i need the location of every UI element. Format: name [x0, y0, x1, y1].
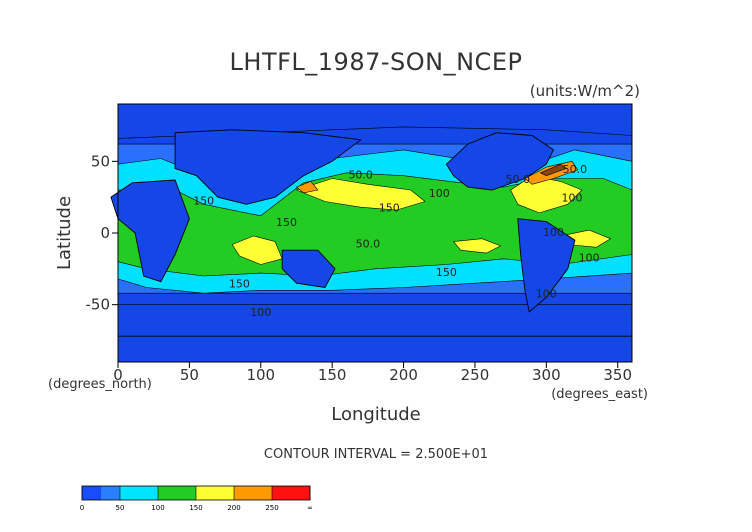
colorbar-band-3 [120, 486, 139, 500]
x-tick-label-0: 0 [113, 366, 123, 384]
colorbar-band-12 [291, 486, 310, 500]
contour-label-1: 50.0 [348, 169, 373, 182]
continent-2 [517, 218, 576, 313]
y-tick-label-0: 0 [100, 224, 110, 242]
colorbar-band-10 [253, 486, 272, 500]
colorbar-tick-1: 50 [116, 504, 125, 512]
units-label: (units:W/m^2) [530, 82, 640, 100]
contour-label-10: 50.0 [356, 237, 381, 250]
colorbar-band-2 [101, 486, 120, 500]
x-axis-label: Longitude [331, 404, 421, 425]
contour-label-7: 150 [229, 278, 250, 291]
colorbar-tick-2: 100 [151, 504, 164, 512]
x-tick-label-200: 200 [389, 366, 418, 384]
contour-label-8: 100 [250, 306, 271, 319]
colorbar-tick-5: 250 [265, 504, 278, 512]
y-tick-label--50: -50 [86, 296, 111, 314]
x-tick-label-100: 100 [246, 366, 275, 384]
colorbar-tick-3: 150 [189, 504, 202, 512]
x-tick-label-300: 300 [532, 366, 561, 384]
x-axis: 0 50 100 150 200 250 300 350 [113, 362, 632, 384]
contour-label-6: 150 [436, 266, 457, 279]
contour-labels: 50.0 100 150 100 100 150 150 100 100 50.0 50.0 50.0… [193, 163, 600, 319]
continent-5 [281, 249, 336, 288]
colorbar-tick-6: ∞ [307, 504, 313, 512]
colorbar-band-7 [196, 486, 215, 500]
contour-label-14: 150 [193, 194, 214, 207]
contour-region-4 [296, 178, 426, 211]
contour-interval: CONTOUR INTERVAL = 2.500E+01 [264, 447, 488, 462]
contour-label-2: 100 [429, 187, 450, 200]
contour-label-4: 100 [562, 192, 583, 205]
contour-region-10 [296, 181, 319, 194]
contour-label-11: 50.0 [506, 173, 531, 186]
x-tick-label-50: 50 [180, 366, 199, 384]
y-unit-label: (degrees_north) [48, 377, 152, 392]
x-tick-label-350: 350 [603, 366, 632, 384]
colorbar [81, 485, 311, 501]
colorbar-band-4 [139, 486, 158, 500]
colorbar-tick-4: 200 [227, 504, 240, 512]
colorbar-band-8 [215, 486, 234, 500]
x-unit-label: (degrees_east) [551, 387, 648, 402]
contour-label-13: 150 [276, 216, 297, 229]
colorbar-ticks: 0 50 100 150 200 250 ∞ [80, 486, 313, 512]
colorbar-band-6 [177, 486, 196, 500]
contour-region-11 [540, 163, 567, 176]
x-tick-label-250: 250 [461, 366, 490, 384]
continent-1 [445, 132, 555, 191]
x-tick-label-150: 150 [318, 366, 347, 384]
contour-label-15: 100 [579, 252, 600, 265]
colorbar-tick-0: 0 [80, 504, 84, 512]
contour-label-3: 150 [379, 202, 400, 215]
y-axis-label: Latitude [54, 196, 75, 270]
contour-label-5: 100 [543, 226, 564, 239]
y-tick-label-50: 50 [91, 152, 110, 170]
colorbar-band-11 [272, 486, 291, 500]
contour-label-9: 100 [536, 288, 557, 301]
heatmap-field [110, 103, 633, 363]
y-axis: -50 0 50 [86, 152, 118, 314]
chart-title: LHTFL_1987-SON_NCEP [230, 48, 523, 76]
continent-3 [110, 179, 190, 283]
colorbar-band-1 [82, 486, 101, 500]
contour-label-12: 50.0 [563, 163, 588, 176]
continent-6 [117, 335, 633, 363]
colorbar-band-5 [158, 486, 177, 500]
contour-region-7 [453, 238, 501, 254]
continent-4 [174, 129, 362, 205]
colorbar-band-9 [234, 486, 253, 500]
plot-area: 50.0 100 150 100 100 150 150 100 100 50.0 50.0 50.0… [110, 103, 633, 363]
